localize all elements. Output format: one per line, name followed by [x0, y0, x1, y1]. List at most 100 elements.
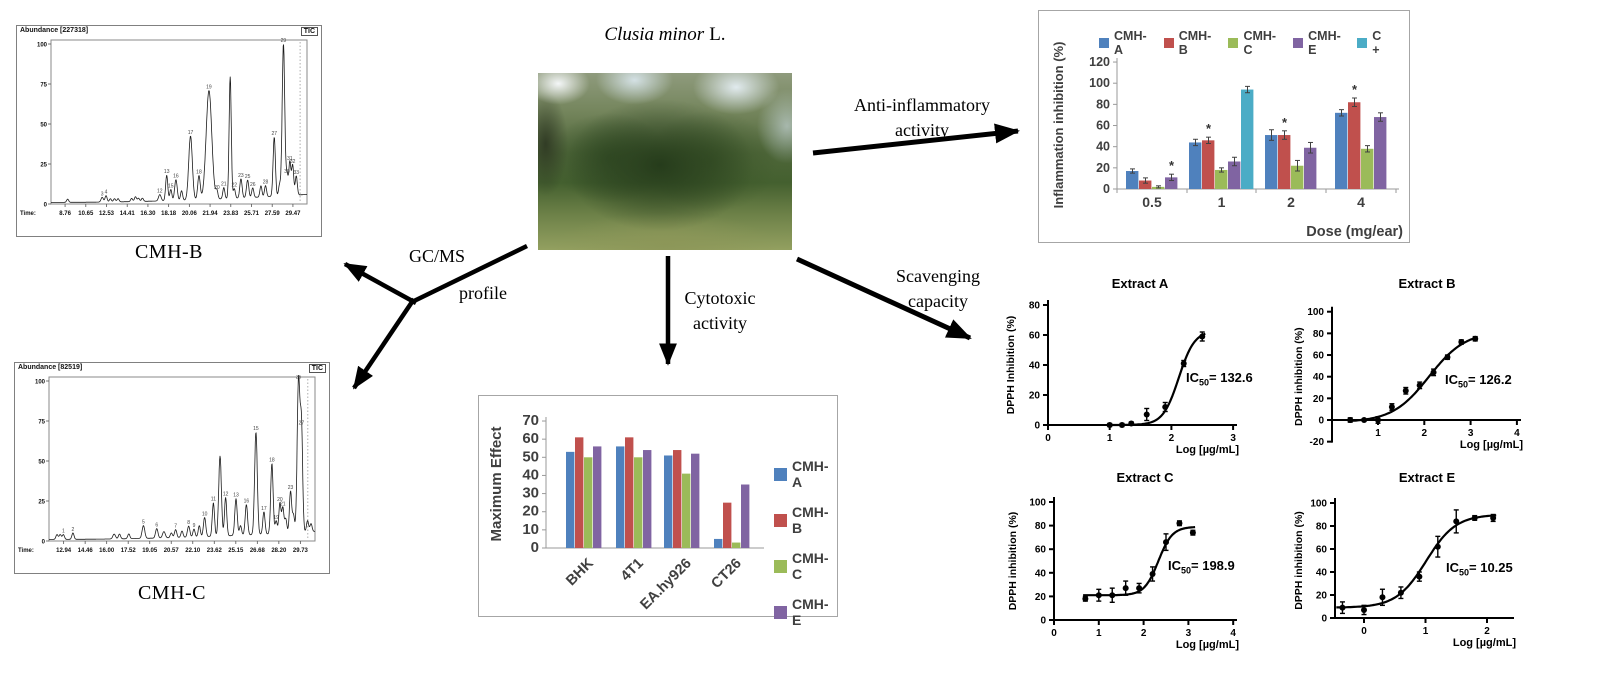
svg-text:60: 60	[1316, 545, 1328, 556]
svg-text:Maximum Effect: Maximum Effect	[488, 426, 505, 541]
svg-text:0: 0	[1321, 614, 1327, 625]
abundance-label: Abundance [82519]	[18, 364, 83, 371]
svg-text:80: 80	[1029, 301, 1041, 312]
svg-text:25: 25	[40, 163, 47, 169]
scavenging-arrow	[795, 256, 972, 341]
legend-item: CMH-A	[774, 458, 837, 490]
ic50-annotation: IC50= 10.25	[1446, 560, 1513, 578]
anti-label-line2: activity	[895, 120, 949, 140]
svg-text:40: 40	[1029, 361, 1041, 372]
svg-text:3: 3	[101, 191, 104, 197]
legend-swatch	[1228, 38, 1239, 48]
svg-text:23.83: 23.83	[223, 211, 239, 217]
svg-text:20.57: 20.57	[164, 548, 180, 554]
scavenging-label: Scavenging capacity	[858, 264, 1018, 314]
svg-text:15: 15	[168, 183, 174, 189]
svg-text:23.62: 23.62	[207, 548, 223, 554]
ic50-sub: 50	[1199, 377, 1210, 388]
legend-item: CMH-E	[774, 596, 837, 628]
svg-text:20: 20	[522, 503, 539, 520]
legend-item: CMH-B	[774, 504, 837, 536]
svg-text:22: 22	[232, 183, 238, 189]
svg-text:40: 40	[1035, 568, 1047, 579]
species-title: Clusia minor L.	[538, 24, 792, 46]
svg-text:18.18: 18.18	[161, 211, 177, 217]
svg-text:7: 7	[174, 524, 177, 530]
svg-text:Dose (mg/ear): Dose (mg/ear)	[1306, 224, 1403, 240]
gcms-label-line2: profile	[459, 283, 507, 303]
svg-text:1: 1	[1423, 626, 1429, 637]
svg-text:DPPH inhibition (%): DPPH inhibition (%)	[1293, 327, 1305, 426]
svg-text:26: 26	[250, 182, 256, 188]
legend-swatch	[774, 513, 787, 527]
legend-label: CMH-A	[792, 458, 829, 490]
svg-text:12.94: 12.94	[56, 548, 72, 554]
svg-text:2: 2	[1141, 628, 1147, 639]
svg-text:100: 100	[1089, 76, 1110, 90]
svg-text:0: 0	[1051, 628, 1057, 639]
gcms-chromatogram-cmhc: Abundance [82519] TIC 100 75 50 25 0 12.94 14.…	[14, 362, 330, 574]
legend-label: CMH-E	[792, 596, 829, 628]
svg-text:Log [µg/mL]: Log [µg/mL]	[1176, 444, 1239, 456]
svg-text:21.94: 21.94	[203, 211, 219, 217]
svg-text:20: 20	[1029, 391, 1041, 402]
legend-label: CMH-A	[1114, 29, 1147, 57]
svg-text:26.68: 26.68	[250, 548, 266, 554]
svg-text:4: 4	[1357, 194, 1365, 210]
svg-text:80: 80	[1035, 521, 1047, 532]
abundance-label: Abundance [227318]	[20, 27, 89, 34]
scav-label-line1: Scavenging	[896, 266, 980, 286]
legend-label: CMH-C	[1243, 29, 1277, 57]
svg-text:3: 3	[1468, 428, 1474, 439]
ic50-prefix: IC	[1446, 560, 1459, 575]
legend-label: CMH-E	[1308, 29, 1341, 57]
svg-text:14.41: 14.41	[120, 211, 136, 217]
svg-text:4T1: 4T1	[618, 556, 647, 585]
svg-text:16: 16	[244, 499, 250, 505]
anti-inflammatory-plot: 0 20 40 60 80 100 120 0.5 1 2 4 * * * * Inflammation in…	[1051, 42, 1403, 240]
svg-text:13: 13	[233, 493, 239, 499]
svg-text:100: 100	[35, 380, 46, 386]
tic-badge: TIC	[308, 364, 326, 373]
svg-text:30: 30	[522, 485, 539, 502]
ic50-sub: 50	[1459, 567, 1470, 578]
svg-text:0: 0	[42, 540, 46, 546]
legend-label: CMH-C	[792, 550, 829, 582]
svg-text:32: 32	[290, 159, 296, 165]
chart-title: Extract E	[1398, 470, 1456, 485]
legend-swatch	[774, 605, 787, 619]
anti-inflammatory-arrow	[812, 123, 1020, 156]
cyto-label-line2: activity	[693, 313, 747, 333]
svg-text:20.06: 20.06	[182, 211, 198, 217]
svg-text:1: 1	[1218, 194, 1226, 210]
svg-text:0: 0	[1318, 416, 1324, 427]
svg-text:8.76: 8.76	[59, 211, 71, 217]
svg-text:0: 0	[1040, 616, 1046, 627]
svg-text:80: 80	[1096, 97, 1110, 111]
dpph-extract-c-chart: Extract C 0 20 40 60 80 100 0 1 2 3 4 DPPH inhibiti…	[1000, 462, 1250, 657]
chart-title: Extract A	[1111, 276, 1169, 291]
svg-text:18: 18	[269, 457, 275, 463]
svg-text:21: 21	[280, 502, 286, 508]
svg-text:60: 60	[1029, 331, 1041, 342]
svg-text:18: 18	[196, 170, 202, 176]
svg-text:31: 31	[287, 156, 293, 162]
svg-text:2: 2	[1287, 194, 1295, 210]
dpph-extract-a-chart: Extract A 0 20 40 60 80 0 1 2 3 DPPH Inhibition (…	[1000, 272, 1253, 462]
svg-text:0: 0	[1045, 433, 1051, 444]
svg-text:19: 19	[206, 85, 212, 91]
legend-swatch	[774, 559, 787, 573]
species-authority: L.	[709, 24, 726, 45]
chromatogram-caption-cmhb: CMH-B	[134, 241, 204, 263]
svg-text:*: *	[1282, 115, 1288, 130]
chromatogram-caption-cmhc: CMH-C	[137, 582, 207, 604]
plant-photo	[538, 73, 792, 250]
svg-text:0: 0	[531, 539, 539, 556]
svg-text:50: 50	[40, 123, 47, 129]
legend-swatch	[1163, 38, 1174, 48]
svg-text:25: 25	[38, 500, 45, 506]
svg-text:2: 2	[1484, 626, 1490, 637]
svg-text:25.15: 25.15	[228, 548, 244, 554]
